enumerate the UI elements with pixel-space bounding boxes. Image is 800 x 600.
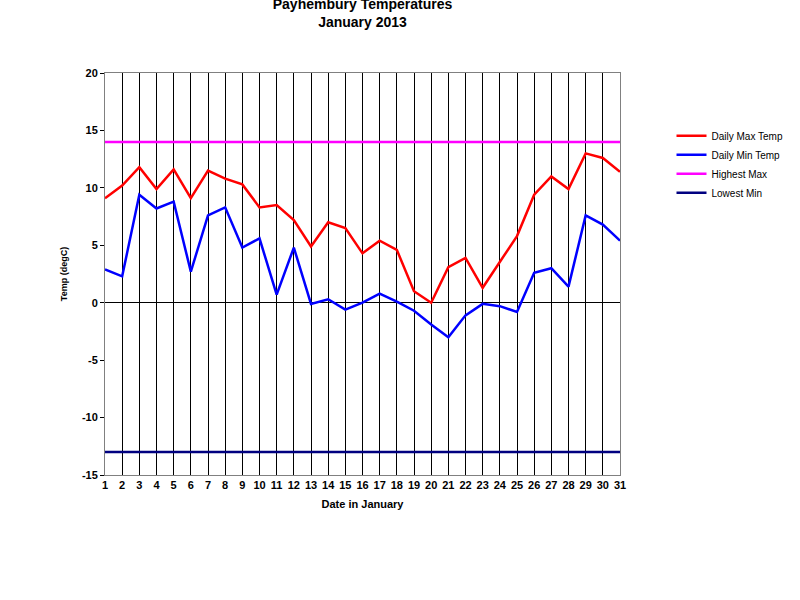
svg-text:8: 8 [222, 479, 228, 491]
svg-text:23: 23 [477, 479, 489, 491]
svg-text:22: 22 [459, 479, 471, 491]
svg-text:10: 10 [253, 479, 265, 491]
svg-text:0: 0 [92, 297, 98, 309]
svg-text:Highest Max: Highest Max [712, 169, 768, 180]
svg-text:24: 24 [494, 479, 507, 491]
svg-text:7: 7 [205, 479, 211, 491]
svg-text:-5: -5 [88, 354, 98, 366]
svg-text:25: 25 [511, 479, 523, 491]
svg-text:14: 14 [322, 479, 335, 491]
svg-text:11: 11 [271, 479, 283, 491]
svg-text:6: 6 [188, 479, 194, 491]
svg-text:20: 20 [86, 67, 98, 79]
svg-text:18: 18 [391, 479, 403, 491]
svg-text:1: 1 [102, 479, 108, 491]
svg-text:4: 4 [153, 479, 160, 491]
svg-text:Lowest Min: Lowest Min [712, 188, 763, 199]
svg-text:Temp (degC): Temp (degC) [59, 247, 69, 301]
svg-text:15: 15 [339, 479, 351, 491]
svg-text:31: 31 [614, 479, 626, 491]
svg-text:2: 2 [119, 479, 125, 491]
svg-text:5: 5 [92, 239, 98, 251]
svg-text:3: 3 [136, 479, 142, 491]
svg-text:26: 26 [528, 479, 540, 491]
svg-text:15: 15 [86, 124, 98, 136]
svg-text:16: 16 [356, 479, 368, 491]
svg-text:19: 19 [408, 479, 420, 491]
svg-text:9: 9 [239, 479, 245, 491]
svg-text:Daily Max Temp: Daily Max Temp [712, 131, 783, 142]
svg-text:-10: -10 [82, 411, 98, 423]
svg-text:27: 27 [545, 479, 557, 491]
svg-text:29: 29 [580, 479, 592, 491]
svg-text:Date in January: Date in January [322, 498, 405, 510]
svg-text:Payhembury TemperaturesJanuary: Payhembury TemperaturesJanuary 2013 [273, 0, 453, 30]
svg-text:28: 28 [562, 479, 574, 491]
svg-text:5: 5 [171, 479, 177, 491]
svg-text:Daily Min Temp: Daily Min Temp [712, 150, 781, 161]
svg-text:10: 10 [86, 182, 98, 194]
svg-text:21: 21 [442, 479, 454, 491]
svg-text:30: 30 [597, 479, 609, 491]
svg-text:20: 20 [425, 479, 437, 491]
svg-text:-15: -15 [82, 469, 98, 481]
svg-text:13: 13 [305, 479, 317, 491]
svg-text:17: 17 [374, 479, 386, 491]
svg-text:12: 12 [288, 479, 300, 491]
